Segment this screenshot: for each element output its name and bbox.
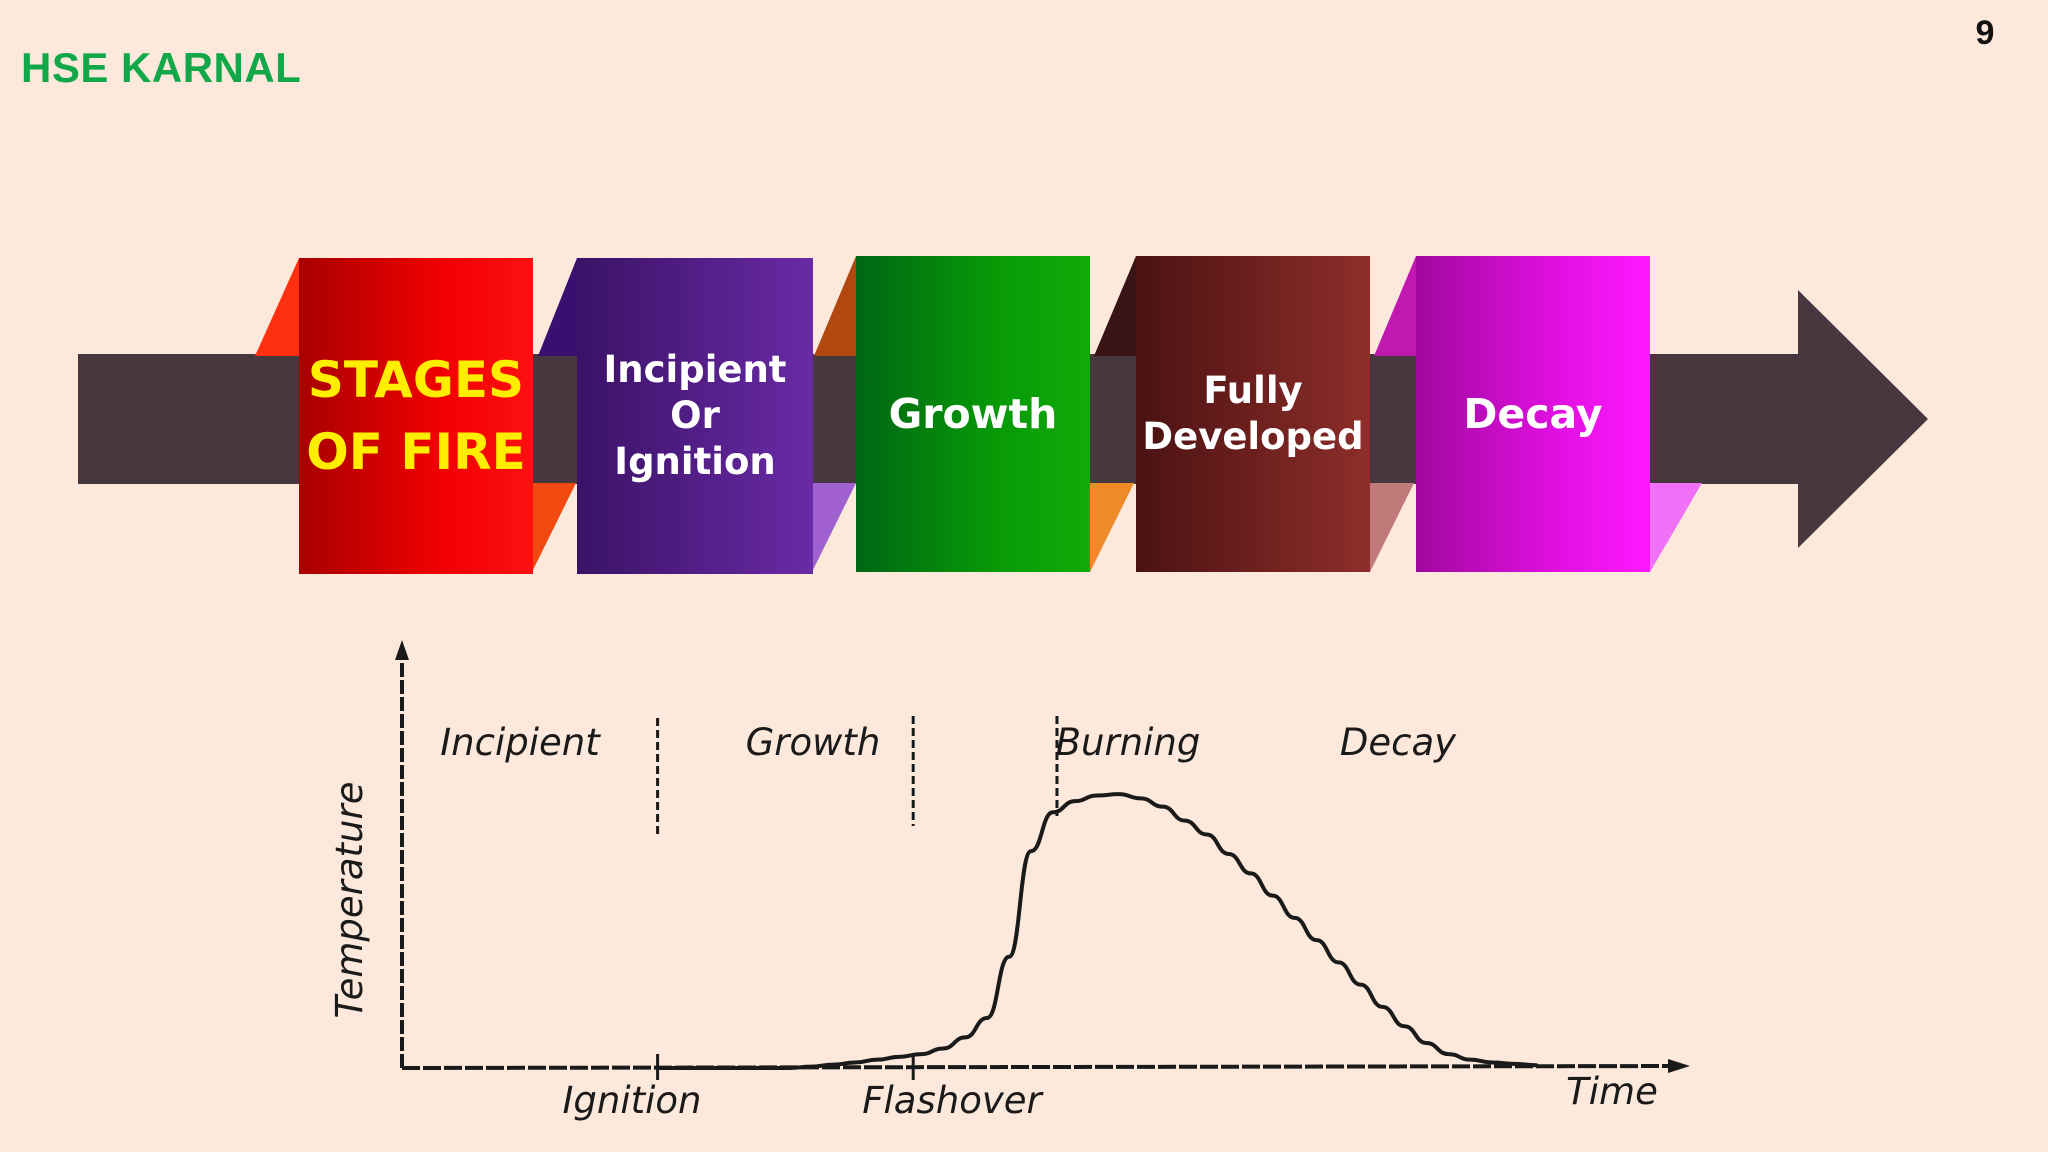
stage-decay-line-1: Decay xyxy=(1463,390,1603,438)
page-number: 9 xyxy=(1975,14,1995,52)
temperature-curve xyxy=(655,792,1539,1071)
phase-label-burning: Burning xyxy=(1056,721,1201,764)
fold-growth-bottom xyxy=(1090,483,1134,572)
phase-label-decay: Decay xyxy=(1340,721,1457,764)
stage-fully-line-2: Developed xyxy=(1142,415,1364,458)
phase-label-incipient: Incipient xyxy=(440,721,601,764)
x-marker-label-ignition: Ignition xyxy=(562,1079,701,1122)
stage-incipient-line-1: Incipient xyxy=(603,348,787,391)
stage-incipient-line-3: Ignition xyxy=(614,440,776,483)
stage-box-decay xyxy=(1416,256,1650,572)
stages-band xyxy=(78,256,1928,574)
y-axis-arrow xyxy=(395,640,409,660)
fold-incipient-bottom xyxy=(812,483,856,572)
x-axis xyxy=(401,1064,1681,1070)
fold-incipient-top xyxy=(538,258,577,356)
stages-title-line-1: STAGES xyxy=(307,351,525,409)
phase-label-growth: Growth xyxy=(746,721,881,764)
brand-title: HSE KARNAL xyxy=(21,44,302,91)
stage-fully-line-1: Fully xyxy=(1203,369,1303,412)
stage-box-incipient xyxy=(577,258,813,574)
stage-label-fully-developed: Fully Developed xyxy=(1136,256,1370,572)
stages-title-label: STAGES OF FIRE xyxy=(299,258,533,574)
stages-title-line-2: OF FIRE xyxy=(306,423,526,481)
x-marker-label-flashover: Flashover xyxy=(862,1079,1044,1122)
stage-box-title xyxy=(299,258,533,574)
fold-fully-top xyxy=(1094,256,1136,356)
arrow-head xyxy=(1798,290,1928,548)
fold-stages-top xyxy=(255,258,299,356)
stage-incipient-line-2: Or xyxy=(670,394,720,437)
x-axis-arrow xyxy=(1668,1059,1690,1073)
stage-growth-line-1: Growth xyxy=(888,390,1058,438)
fold-fully-bottom xyxy=(1370,483,1414,572)
fold-stages-bottom xyxy=(532,483,576,572)
stage-box-growth xyxy=(856,256,1090,572)
fold-decay-top xyxy=(1374,256,1416,356)
fold-growth-top xyxy=(814,256,856,356)
y-axis-title: Temperature xyxy=(328,782,371,1019)
x-axis-title: Time xyxy=(1566,1070,1658,1113)
stage-box-fully-developed xyxy=(1136,256,1370,572)
stage-label-decay: Decay xyxy=(1416,256,1650,572)
stage-label-incipient: Incipient Or Ignition xyxy=(577,258,813,574)
stage-label-growth: Growth xyxy=(856,256,1090,572)
fold-decay-bottom xyxy=(1650,483,1702,572)
